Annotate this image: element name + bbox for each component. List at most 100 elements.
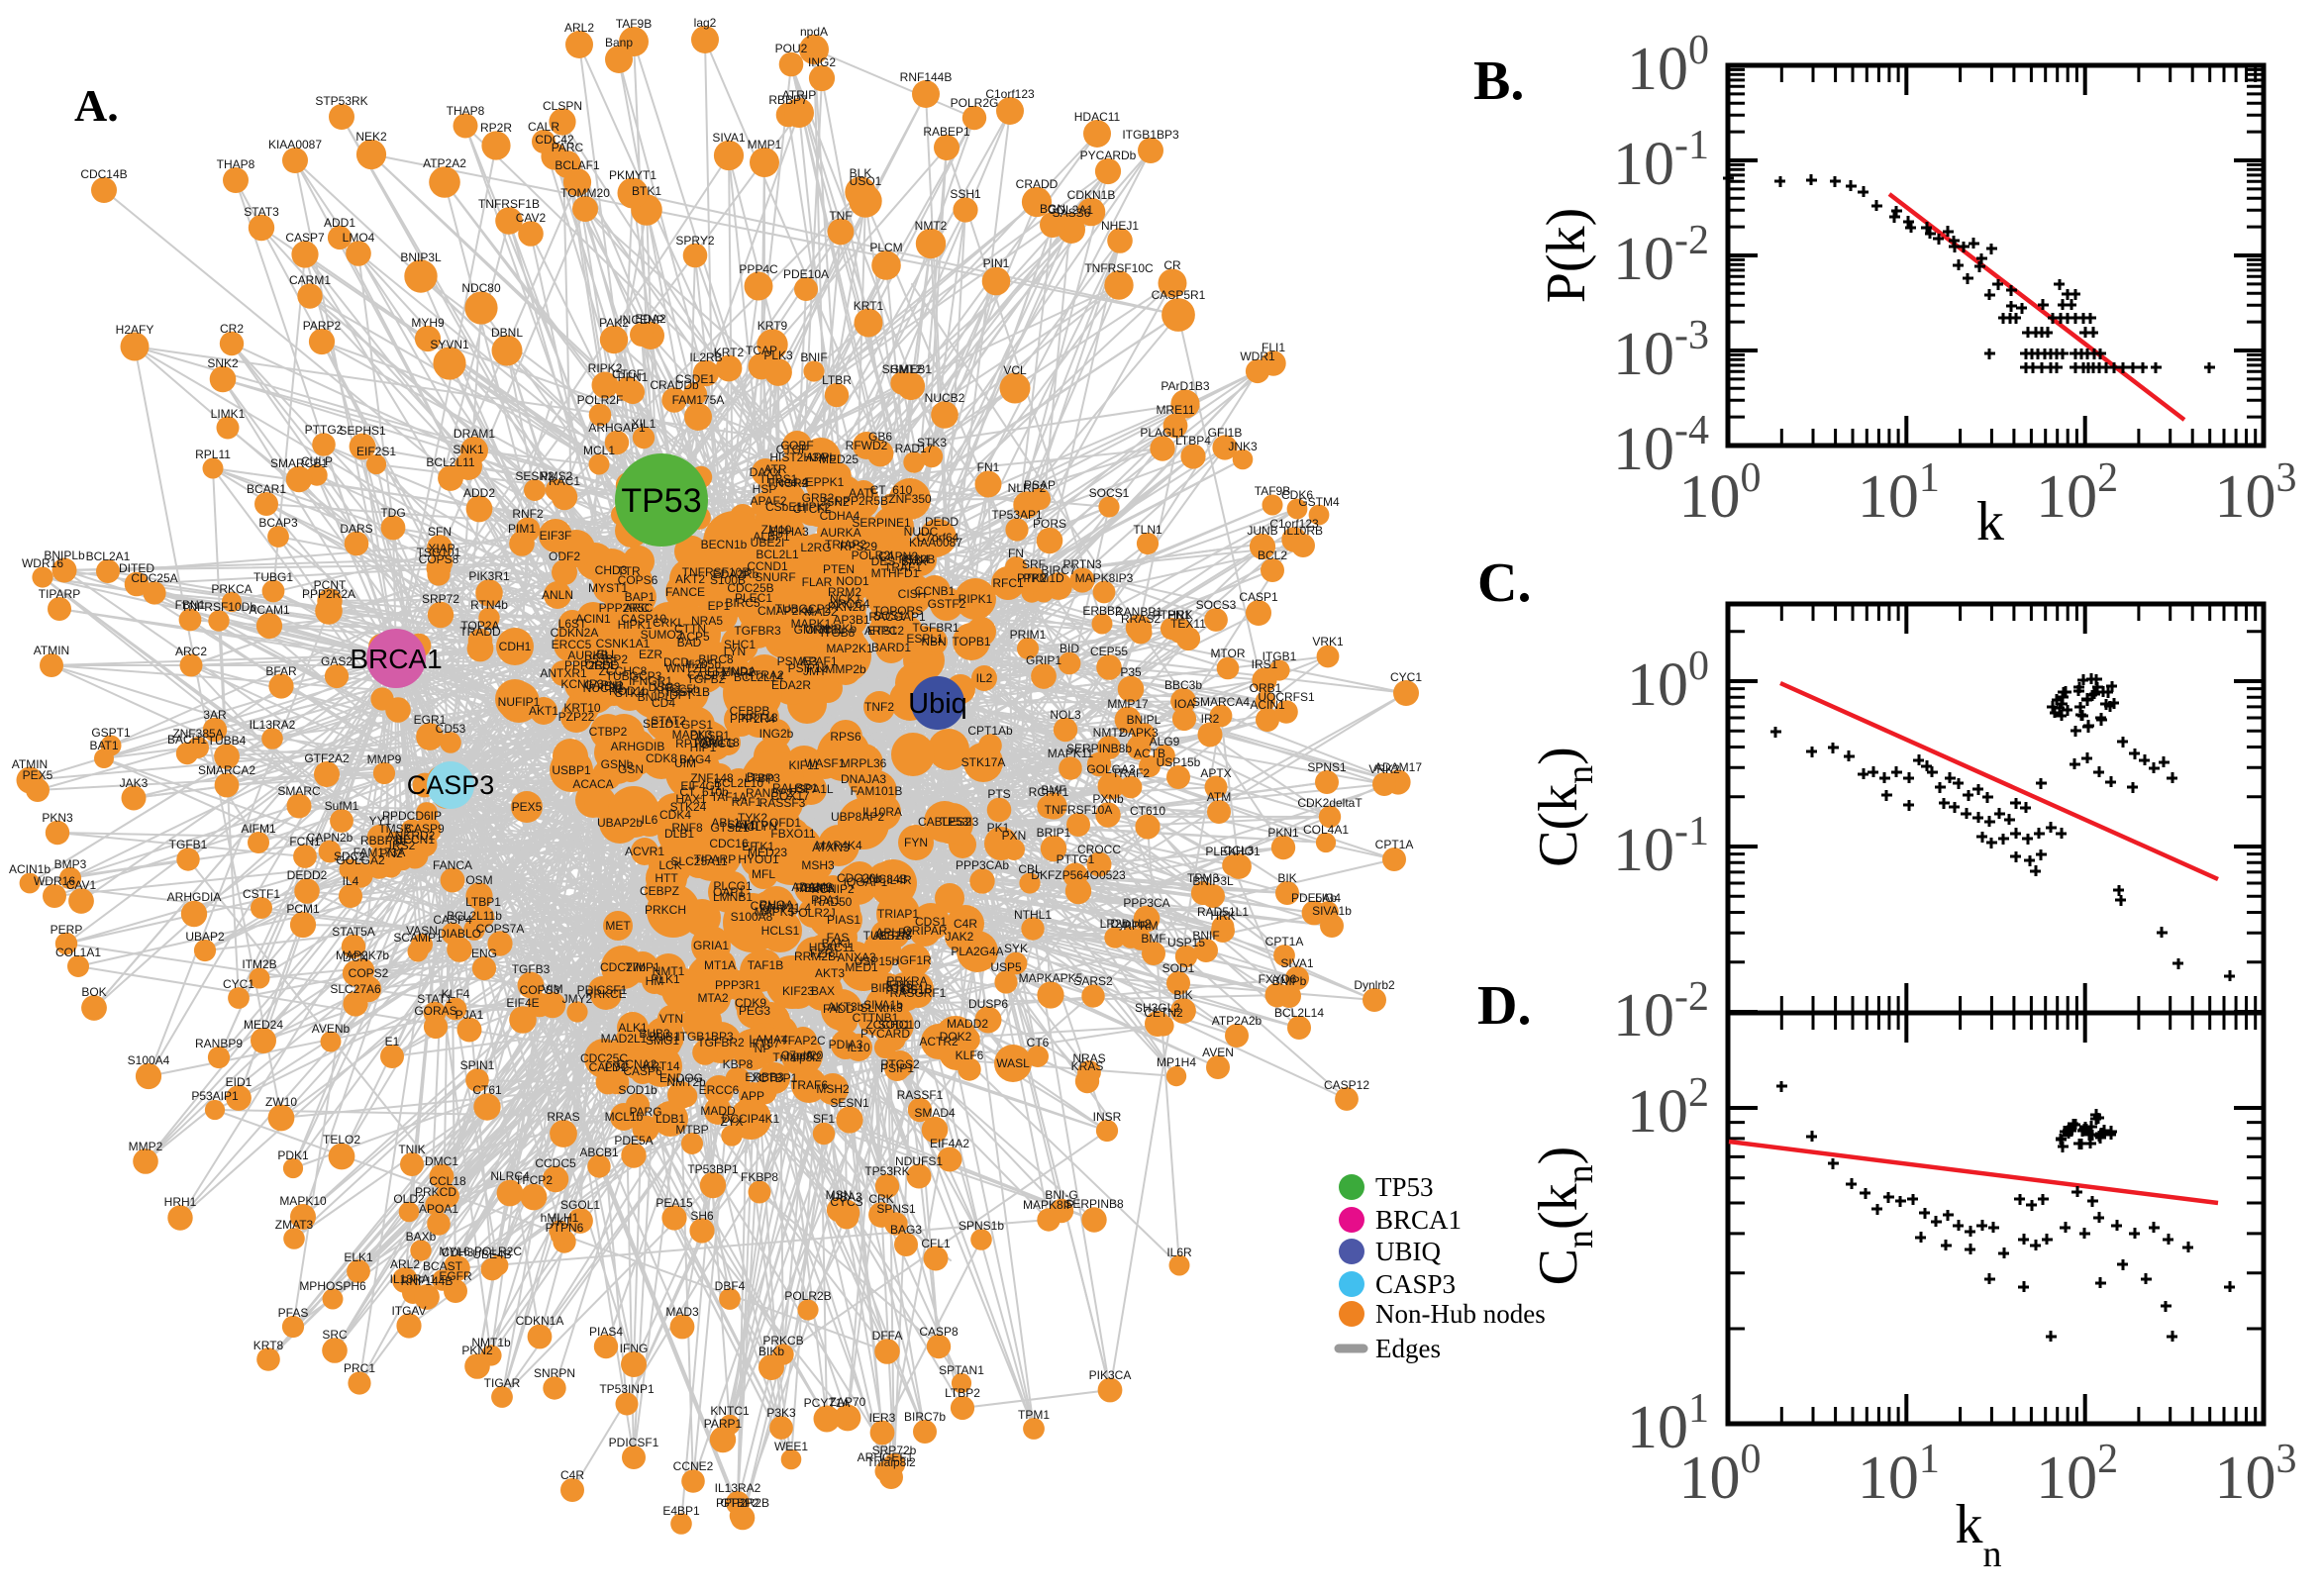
svg-text:BBC3b: BBC3b bbox=[1164, 678, 1202, 692]
svg-text:KLF4: KLF4 bbox=[442, 987, 470, 1001]
svg-text:MYST1: MYST1 bbox=[588, 581, 628, 595]
svg-text:MRPL36: MRPL36 bbox=[841, 756, 887, 770]
svg-text:POLR2F: POLR2F bbox=[577, 393, 624, 407]
svg-text:npdA: npdA bbox=[800, 25, 828, 39]
svg-text:RP2R: RP2R bbox=[480, 121, 512, 135]
svg-text:TELO2: TELO2 bbox=[323, 1133, 360, 1147]
svg-text:POLR2B: POLR2B bbox=[784, 1289, 831, 1303]
svg-text:A.: A. bbox=[74, 80, 119, 131]
svg-text:UBAP2b: UBAP2b bbox=[597, 816, 643, 830]
svg-text:TOP2A: TOP2A bbox=[460, 619, 499, 633]
svg-text:SMARCB1: SMARCB1 bbox=[270, 456, 328, 470]
svg-text:IL4: IL4 bbox=[343, 874, 359, 888]
svg-text:USBP1: USBP1 bbox=[552, 763, 591, 777]
svg-text:CDC20b: CDC20b bbox=[837, 871, 882, 885]
svg-text:FBN1: FBN1 bbox=[175, 598, 206, 612]
svg-text:NOL3: NOL3 bbox=[1050, 708, 1081, 722]
svg-text:SPIN1: SPIN1 bbox=[460, 1058, 495, 1072]
svg-text:NCK1: NCK1 bbox=[830, 592, 861, 606]
svg-text:DNAJA3: DNAJA3 bbox=[841, 772, 886, 786]
svg-text:DMC1: DMC1 bbox=[425, 1154, 458, 1168]
svg-text:SYK: SYK bbox=[1004, 942, 1028, 955]
svg-text:PRC1: PRC1 bbox=[344, 1361, 375, 1375]
svg-text:GORAS: GORAS bbox=[414, 1004, 456, 1018]
svg-text:FAM175A: FAM175A bbox=[672, 393, 725, 407]
svg-text:TNF: TNF bbox=[829, 209, 852, 223]
svg-text:TAF9B: TAF9B bbox=[616, 17, 652, 31]
svg-text:TNFRSF1B: TNFRSF1B bbox=[478, 197, 540, 211]
svg-text:BRCA1: BRCA1 bbox=[1375, 1205, 1462, 1235]
svg-text:TP53BP1: TP53BP1 bbox=[687, 1162, 739, 1176]
svg-text:BMF: BMF bbox=[1041, 783, 1065, 797]
svg-text:ENDOG: ENDOG bbox=[659, 1071, 703, 1085]
svg-text:TRAF2: TRAF2 bbox=[1112, 766, 1150, 780]
svg-text:PDICSF1: PDICSF1 bbox=[609, 1436, 659, 1449]
svg-text:ADD2: ADD2 bbox=[463, 486, 495, 500]
svg-text:GTF2A2: GTF2A2 bbox=[304, 751, 350, 765]
svg-text:BECN1b: BECN1b bbox=[701, 538, 748, 551]
svg-text:PPA1: PPA1 bbox=[811, 893, 841, 907]
svg-text:JUNB: JUNB bbox=[1247, 524, 1277, 538]
svg-text:MYL6: MYL6 bbox=[439, 1245, 470, 1258]
svg-text:INCENP: INCENP bbox=[619, 313, 663, 327]
svg-text:CDKN1B: CDKN1B bbox=[1067, 188, 1116, 202]
svg-text:CDK8: CDK8 bbox=[646, 751, 677, 765]
svg-text:TSG101: TSG101 bbox=[417, 546, 461, 559]
svg-text:DCCIP4K1: DCCIP4K1 bbox=[722, 1112, 780, 1126]
svg-text:ZW10: ZW10 bbox=[265, 1095, 297, 1109]
svg-text:P53AIP1: P53AIP1 bbox=[191, 1089, 239, 1103]
svg-text:PEX5: PEX5 bbox=[23, 768, 53, 782]
svg-text:SSH1: SSH1 bbox=[950, 187, 981, 201]
svg-text:TIMP1: TIMP1 bbox=[625, 960, 660, 974]
svg-text:SFN: SFN bbox=[428, 525, 452, 539]
svg-text:PRKCA: PRKCA bbox=[211, 582, 252, 596]
svg-text:VRK2: VRK2 bbox=[1368, 762, 1400, 776]
svg-text:NMT2: NMT2 bbox=[1093, 726, 1126, 740]
svg-text:DKFZP564O0523: DKFZP564O0523 bbox=[1031, 868, 1126, 882]
svg-text:COPS7A: COPS7A bbox=[476, 922, 525, 936]
svg-text:ABCB1: ABCB1 bbox=[579, 1146, 619, 1159]
svg-text:BMP3: BMP3 bbox=[54, 857, 87, 871]
svg-text:DUSP6: DUSP6 bbox=[968, 997, 1008, 1011]
svg-text:SHC1: SHC1 bbox=[724, 638, 756, 651]
svg-text:BGN: BGN bbox=[1040, 202, 1065, 216]
svg-text:CASP8: CASP8 bbox=[919, 1325, 959, 1339]
svg-text:CABLES2: CABLES2 bbox=[918, 815, 971, 829]
svg-text:PTPN1: PTPN1 bbox=[1153, 608, 1191, 622]
svg-text:HM: HM bbox=[646, 974, 664, 988]
svg-text:BAG3: BAG3 bbox=[890, 1223, 922, 1237]
svg-text:USP5: USP5 bbox=[990, 960, 1022, 974]
svg-text:TAF1B: TAF1B bbox=[748, 958, 783, 972]
svg-text:AVENb: AVENb bbox=[312, 1022, 351, 1036]
svg-text:ARPC2: ARPC2 bbox=[864, 624, 904, 638]
svg-text:TP53: TP53 bbox=[1375, 1172, 1434, 1202]
svg-text:ATXN3: ATXN3 bbox=[812, 841, 850, 854]
svg-text:BAXb: BAXb bbox=[406, 1230, 437, 1244]
svg-text:SH6: SH6 bbox=[690, 1209, 714, 1223]
svg-text:P(k): P(k) bbox=[1536, 208, 1597, 303]
svg-text:ZMAT3: ZMAT3 bbox=[275, 1218, 314, 1232]
svg-text:SLNtrk3: SLNtrk3 bbox=[859, 1001, 903, 1015]
svg-text:PIN1: PIN1 bbox=[983, 256, 1010, 270]
svg-text:LIMK1: LIMK1 bbox=[211, 407, 246, 421]
svg-text:IL10RB: IL10RB bbox=[1283, 524, 1323, 538]
svg-text:HCLS1: HCLS1 bbox=[761, 924, 800, 938]
svg-text:BAT1: BAT1 bbox=[89, 739, 118, 752]
svg-text:CDKN1A: CDKN1A bbox=[516, 1314, 564, 1328]
svg-text:PCYT1A: PCYT1A bbox=[804, 1396, 851, 1410]
svg-text:ADD1: ADD1 bbox=[324, 216, 355, 230]
svg-text:CYC1: CYC1 bbox=[1390, 670, 1422, 684]
svg-text:CTTN: CTTN bbox=[674, 622, 706, 636]
svg-text:STAT3: STAT3 bbox=[244, 205, 279, 219]
svg-text:TIGAR: TIGAR bbox=[484, 1376, 521, 1390]
svg-text:DBNL: DBNL bbox=[491, 326, 523, 340]
svg-text:BRCA1: BRCA1 bbox=[350, 644, 442, 674]
svg-text:ARHGDIA: ARHGDIA bbox=[167, 890, 222, 904]
svg-text:POU2: POU2 bbox=[775, 42, 808, 55]
svg-text:VIM: VIM bbox=[542, 982, 562, 996]
svg-text:PIAS1: PIAS1 bbox=[827, 913, 860, 927]
svg-text:BIR: BIR bbox=[604, 679, 624, 693]
svg-text:NDC80: NDC80 bbox=[461, 281, 501, 295]
svg-text:PLK3: PLK3 bbox=[763, 349, 793, 362]
svg-text:RNF8: RNF8 bbox=[671, 821, 703, 835]
